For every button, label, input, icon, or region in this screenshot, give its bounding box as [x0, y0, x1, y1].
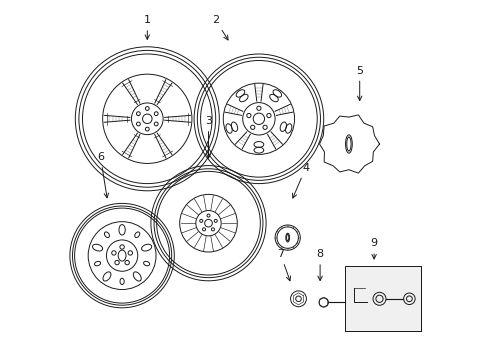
Text: 7: 7 [276, 249, 290, 281]
Text: 2: 2 [212, 15, 227, 40]
Bar [345, 266, 420, 331]
Text: 1: 1 [143, 15, 150, 39]
Text: 6: 6 [97, 152, 108, 198]
Text: 3: 3 [204, 116, 212, 158]
Bar [345, 266, 420, 331]
Text: 4: 4 [292, 163, 308, 198]
Text: 9: 9 [370, 238, 377, 259]
Text: 8: 8 [316, 249, 323, 280]
Text: 5: 5 [355, 66, 363, 100]
